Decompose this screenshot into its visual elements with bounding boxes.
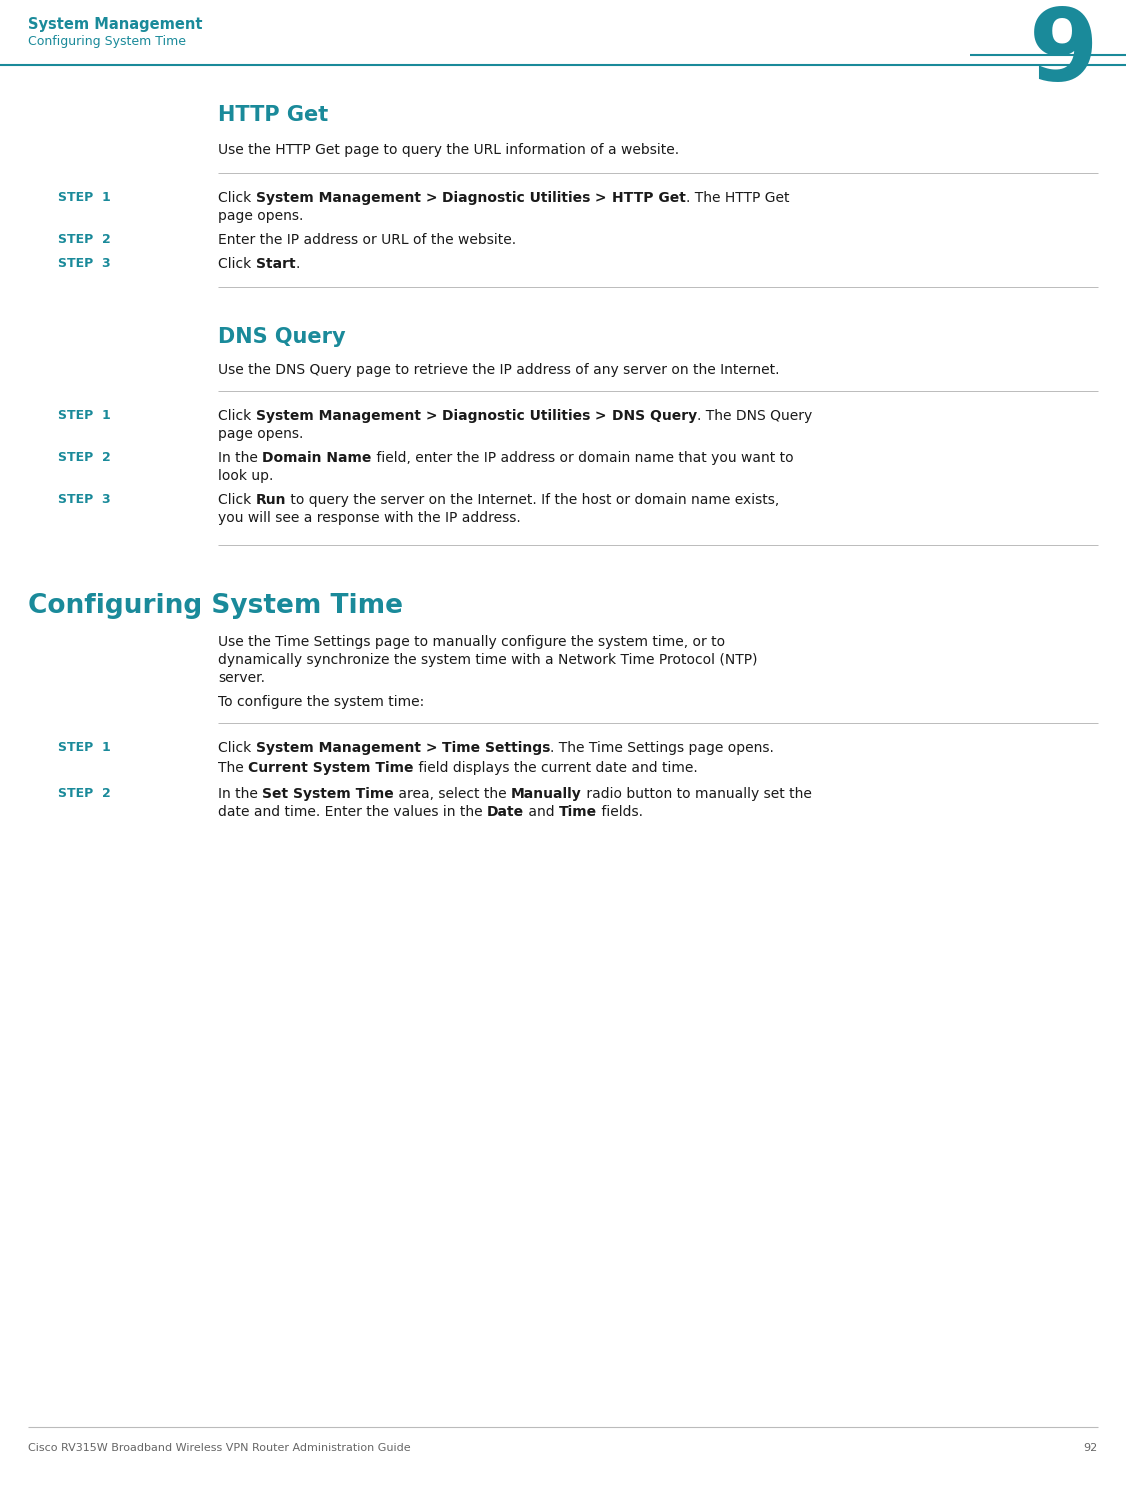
Text: STEP  2: STEP 2 (59, 451, 110, 463)
Text: to query the server on the Internet. If the host or domain name exists,: to query the server on the Internet. If … (286, 493, 779, 507)
Text: STEP  1: STEP 1 (59, 742, 110, 753)
Text: In the: In the (218, 451, 262, 465)
Text: Time Settings: Time Settings (443, 742, 551, 755)
Text: The: The (218, 761, 248, 774)
Text: dynamically synchronize the system time with a Network Time Protocol (NTP): dynamically synchronize the system time … (218, 653, 758, 667)
Text: System Management: System Management (256, 742, 421, 755)
Text: Click: Click (218, 742, 256, 755)
Text: System Management: System Management (256, 191, 421, 205)
Text: Date: Date (488, 804, 524, 819)
Text: Set System Time: Set System Time (262, 786, 394, 801)
Text: page opens.: page opens. (218, 209, 303, 223)
Text: Run: Run (256, 493, 286, 507)
Text: page opens.: page opens. (218, 428, 303, 441)
Text: . The DNS Query: . The DNS Query (697, 410, 812, 423)
Text: STEP  3: STEP 3 (59, 257, 110, 271)
Text: HTTP Get: HTTP Get (611, 191, 686, 205)
Text: server.: server. (218, 671, 265, 685)
Text: STEP  3: STEP 3 (59, 493, 110, 505)
Text: >: > (421, 191, 443, 205)
Text: Time: Time (560, 804, 597, 819)
Text: look up.: look up. (218, 469, 274, 483)
Text: Configuring System Time: Configuring System Time (28, 594, 403, 619)
Text: Manually: Manually (511, 786, 582, 801)
Text: Domain Name: Domain Name (262, 451, 372, 465)
Text: Current System Time: Current System Time (248, 761, 413, 774)
Text: >: > (590, 410, 611, 423)
Text: HTTP Get: HTTP Get (218, 105, 329, 126)
Text: date and time. Enter the values in the: date and time. Enter the values in the (218, 804, 488, 819)
Text: 92: 92 (1083, 1443, 1098, 1453)
Text: Diagnostic Utilities: Diagnostic Utilities (443, 410, 590, 423)
Text: Diagnostic Utilities: Diagnostic Utilities (443, 191, 590, 205)
Text: and: and (524, 804, 560, 819)
Text: field displays the current date and time.: field displays the current date and time… (413, 761, 697, 774)
Text: . The Time Settings page opens.: . The Time Settings page opens. (551, 742, 775, 755)
Text: .: . (295, 257, 300, 271)
Text: DNS Query: DNS Query (611, 410, 697, 423)
Text: field, enter the IP address or domain name that you want to: field, enter the IP address or domain na… (372, 451, 793, 465)
Text: Click: Click (218, 410, 256, 423)
Text: Use the DNS Query page to retrieve the IP address of any server on the Internet.: Use the DNS Query page to retrieve the I… (218, 363, 779, 377)
Text: >: > (421, 742, 443, 755)
Text: Click: Click (218, 493, 256, 507)
Text: Click: Click (218, 257, 256, 271)
Text: Use the HTTP Get page to query the URL information of a website.: Use the HTTP Get page to query the URL i… (218, 144, 679, 157)
Text: >: > (421, 410, 443, 423)
Text: In the: In the (218, 786, 262, 801)
Text: you will see a response with the IP address.: you will see a response with the IP addr… (218, 511, 520, 525)
Text: Cisco RV315W Broadband Wireless VPN Router Administration Guide: Cisco RV315W Broadband Wireless VPN Rout… (28, 1443, 411, 1453)
Text: area, select the: area, select the (394, 786, 511, 801)
Text: To configure the system time:: To configure the system time: (218, 695, 425, 709)
Text: fields.: fields. (597, 804, 643, 819)
Text: Start: Start (256, 257, 295, 271)
Text: Configuring System Time: Configuring System Time (28, 34, 186, 48)
Text: >: > (590, 191, 611, 205)
Text: Use the Time Settings page to manually configure the system time, or to: Use the Time Settings page to manually c… (218, 635, 725, 649)
Text: System Management: System Management (256, 410, 421, 423)
Text: STEP  1: STEP 1 (59, 410, 110, 422)
Text: radio button to manually set the: radio button to manually set the (582, 786, 812, 801)
Text: Click: Click (218, 191, 256, 205)
Text: STEP  2: STEP 2 (59, 786, 110, 800)
Text: System Management: System Management (28, 16, 203, 31)
Text: . The HTTP Get: . The HTTP Get (686, 191, 789, 205)
Text: STEP  2: STEP 2 (59, 233, 110, 247)
Text: STEP  1: STEP 1 (59, 191, 110, 203)
Text: 9: 9 (1028, 4, 1098, 102)
Text: Enter the IP address or URL of the website.: Enter the IP address or URL of the websi… (218, 233, 516, 247)
Text: DNS Query: DNS Query (218, 327, 346, 347)
